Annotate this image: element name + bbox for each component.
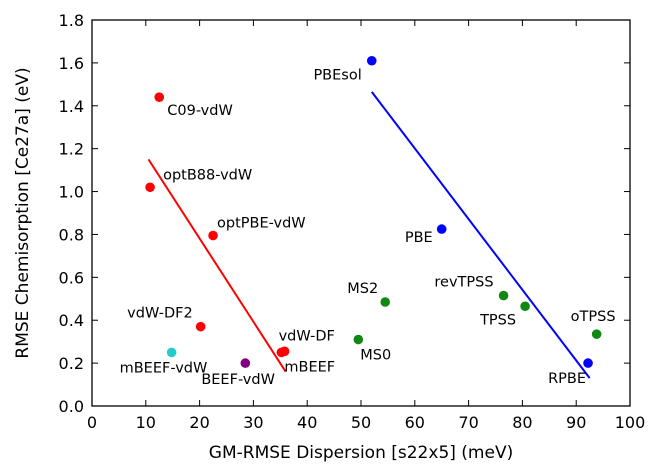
point-label-mbeef-vdw: mBEEF-vdW bbox=[120, 360, 208, 376]
x-axis-title: GM-RMSE Dispersion [s22x5] (meV) bbox=[209, 443, 513, 463]
point-mbeef bbox=[276, 347, 287, 358]
data-points bbox=[145, 55, 602, 368]
point-beef-vdw bbox=[240, 358, 251, 368]
point-ms0 bbox=[353, 334, 364, 345]
point-label-pbe: PBE bbox=[405, 230, 433, 246]
point-label-tpss: TPSS bbox=[479, 312, 516, 328]
point-label-optpbe-vdw: optPBE-vdW bbox=[217, 216, 306, 232]
trend-line bbox=[370, 91, 591, 379]
x-tick-label: 0 bbox=[87, 413, 97, 432]
x-tick-label: 50 bbox=[351, 413, 371, 432]
x-tick-label: 10 bbox=[136, 413, 156, 432]
point-pbe bbox=[436, 224, 447, 234]
y-axis-title: RMSE Chemisorption [Ce27a] (eV) bbox=[13, 67, 33, 358]
point-rpbe bbox=[583, 358, 593, 368]
point-label-mbeef: mBEEF bbox=[284, 359, 335, 375]
point-label-pbesol: PBEsol bbox=[313, 68, 361, 84]
point-label-revtpss: revTPSS bbox=[434, 275, 493, 291]
point-label-vdw-df: vdW-DF bbox=[279, 328, 335, 344]
point-ms2 bbox=[380, 297, 391, 307]
point-label-rpbe: RPBE bbox=[548, 371, 586, 387]
x-tick-label: 60 bbox=[405, 413, 425, 432]
y-tick-label: 0.0 bbox=[59, 397, 84, 416]
point-label-vdw-df2: vdW-DF2 bbox=[127, 306, 193, 322]
point-label-ms0: MS0 bbox=[360, 348, 391, 364]
y-tick-label: 1.4 bbox=[59, 97, 84, 116]
point-label-otpss: oTPSS bbox=[571, 309, 616, 325]
point-label-c09-vdw: C09-vdW bbox=[167, 103, 233, 119]
point-label-optb88-vdw: optB88-vdW bbox=[163, 167, 252, 183]
point-optb88-vdw bbox=[145, 182, 155, 193]
y-tick-label: 1.6 bbox=[59, 54, 84, 73]
trend-line bbox=[147, 158, 287, 373]
point-labels: C09-vdW optB88-vdW optPBE-vdW vdW-DF2 vdW-DF… bbox=[120, 68, 616, 388]
x-tick-label: 70 bbox=[458, 413, 478, 432]
y-tick-label: 0.8 bbox=[59, 225, 84, 244]
y-tick-label: 1.8 bbox=[59, 11, 84, 30]
point-optpbe-vdw bbox=[208, 230, 218, 241]
y-tick-label: 0.4 bbox=[59, 311, 84, 330]
x-axis: 0 10 20 30 40 50 60 70 80 90 100 bbox=[87, 20, 645, 432]
trend-lines bbox=[147, 91, 591, 379]
point-mbeef-vdw bbox=[166, 347, 177, 358]
y-tick-label: 1.2 bbox=[59, 140, 84, 159]
x-tick-label: 40 bbox=[297, 413, 317, 432]
point-c09-vdw bbox=[154, 92, 165, 102]
point-label-ms2: MS2 bbox=[347, 281, 378, 297]
x-tick-label: 30 bbox=[243, 413, 263, 432]
y-tick-label: 1.0 bbox=[59, 183, 84, 202]
point-label-beef-vdw: BEEF-vdW bbox=[201, 372, 275, 388]
y-tick-label: 0.2 bbox=[59, 354, 84, 373]
x-tick-label: 20 bbox=[189, 413, 209, 432]
x-tick-label: 80 bbox=[512, 413, 532, 432]
x-tick-label: 100 bbox=[615, 413, 646, 432]
point-pbesol bbox=[366, 55, 377, 66]
point-tpss bbox=[520, 301, 530, 312]
point-vdw-df2 bbox=[195, 321, 206, 332]
y-axis: 0.0 0.2 0.4 0.6 0.8 1.0 1.2 1.4 1.6 1.8 bbox=[59, 11, 630, 416]
y-tick-label: 0.6 bbox=[59, 268, 84, 287]
x-tick-label: 90 bbox=[566, 413, 586, 432]
point-revtpss bbox=[498, 290, 509, 301]
point-otpss bbox=[591, 329, 602, 339]
